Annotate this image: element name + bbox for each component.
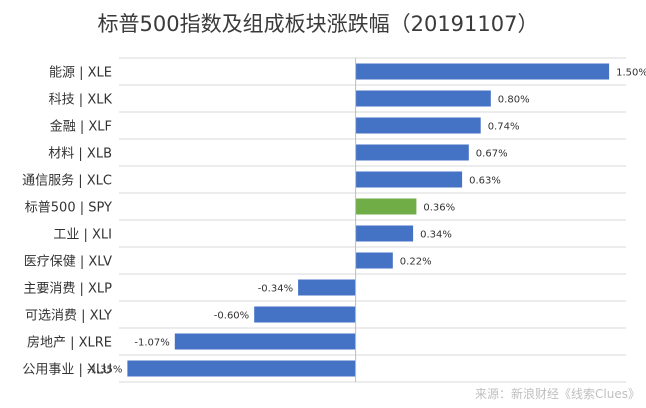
- category-label: 通信服务 | XLC: [22, 173, 112, 189]
- source-note: 来源：新浪财经《线索Clues》: [475, 386, 640, 401]
- data-label: -1.35%: [87, 365, 122, 376]
- data-label: -0.60%: [214, 311, 249, 322]
- bar: [355, 171, 463, 188]
- gridlines: [119, 57, 626, 383]
- category-label: 标普500 | SPY: [25, 201, 112, 216]
- bar: [355, 144, 469, 161]
- category-label: 能源 | XLE: [49, 66, 112, 81]
- bar: [355, 198, 417, 215]
- bars: [127, 63, 610, 377]
- data-label: -0.34%: [258, 284, 293, 295]
- bar: [355, 225, 414, 242]
- data-label: -1.07%: [134, 338, 169, 349]
- value-labels: 1.50% 0.80% 0.74% 0.67% 0.63% 0.36% 0.34% 0.22%…: [87, 68, 646, 376]
- category-label: 房地产 | XLRE: [27, 335, 112, 351]
- category-label: 金融 | XLF: [50, 119, 112, 135]
- bar: [355, 63, 610, 80]
- category-label: 医疗保健 | XLV: [24, 255, 112, 270]
- bar: [298, 279, 356, 296]
- data-label: 0.80%: [498, 95, 530, 106]
- data-label: 1.50%: [616, 68, 646, 79]
- category-label: 可选消费 | XLY: [25, 309, 112, 324]
- bar: [127, 360, 356, 377]
- bar: [355, 90, 491, 107]
- data-label: 0.67%: [476, 149, 508, 160]
- category-label: 科技 | XLK: [49, 93, 113, 108]
- bar: [355, 117, 481, 134]
- bar: [174, 333, 356, 350]
- category-label: 主要消费 | XLP: [23, 282, 112, 297]
- category-label: 材料 | XLB: [48, 147, 112, 162]
- bar: [254, 306, 356, 323]
- data-label: 0.36%: [423, 203, 455, 214]
- category-labels: 能源 | XLE 科技 | XLK 金融 | XLF 材料 | XLB 通信服务 | X…: [22, 66, 112, 378]
- data-label: 0.34%: [420, 230, 452, 241]
- category-label: 公用事业 | XLU: [22, 363, 112, 378]
- data-label: 0.74%: [488, 122, 520, 133]
- chart-title: 标普500指数及组成板块涨跌幅（20191107）: [98, 12, 539, 36]
- category-label: 工业 | XLI: [53, 228, 112, 243]
- bar: [355, 252, 393, 269]
- data-label: 0.22%: [400, 257, 432, 268]
- data-label: 0.63%: [469, 176, 501, 187]
